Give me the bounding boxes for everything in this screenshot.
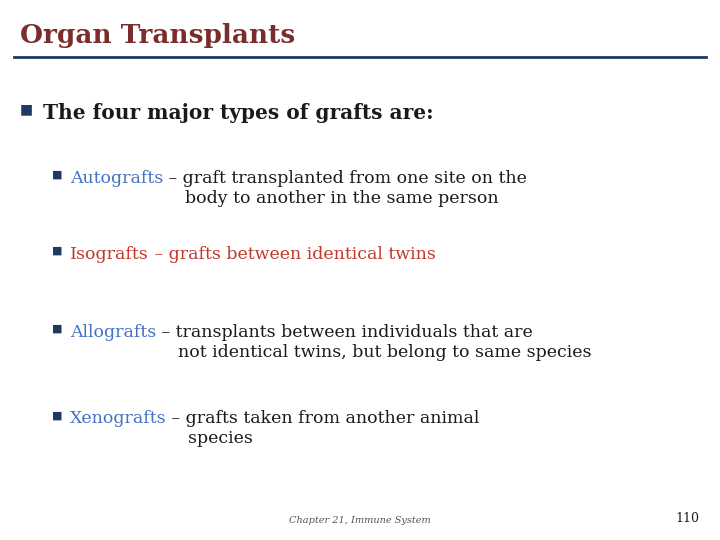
Text: – grafts taken from another animal
    species: – grafts taken from another animal speci… <box>166 410 480 447</box>
Text: ■: ■ <box>52 410 63 421</box>
Text: Allografts: Allografts <box>70 324 156 341</box>
Text: The four major types of grafts are:: The four major types of grafts are: <box>43 103 434 123</box>
Text: – graft transplanted from one site on the
    body to another in the same person: – graft transplanted from one site on th… <box>163 170 527 207</box>
Text: – grafts between identical twins: – grafts between identical twins <box>148 246 436 262</box>
Text: Xenografts: Xenografts <box>70 410 166 427</box>
Text: ■: ■ <box>52 246 63 256</box>
Text: ■: ■ <box>52 324 63 334</box>
Text: Organ Transplants: Organ Transplants <box>20 23 295 48</box>
Text: Chapter 21, Immune System: Chapter 21, Immune System <box>289 516 431 525</box>
Text: ■: ■ <box>20 103 33 117</box>
Text: ■: ■ <box>52 170 63 180</box>
Text: Autografts: Autografts <box>70 170 163 187</box>
Text: – transplants between individuals that are
    not identical twins, but belong t: – transplants between individuals that a… <box>156 324 592 361</box>
Text: Isografts: Isografts <box>70 246 148 262</box>
Text: 110: 110 <box>676 512 700 525</box>
